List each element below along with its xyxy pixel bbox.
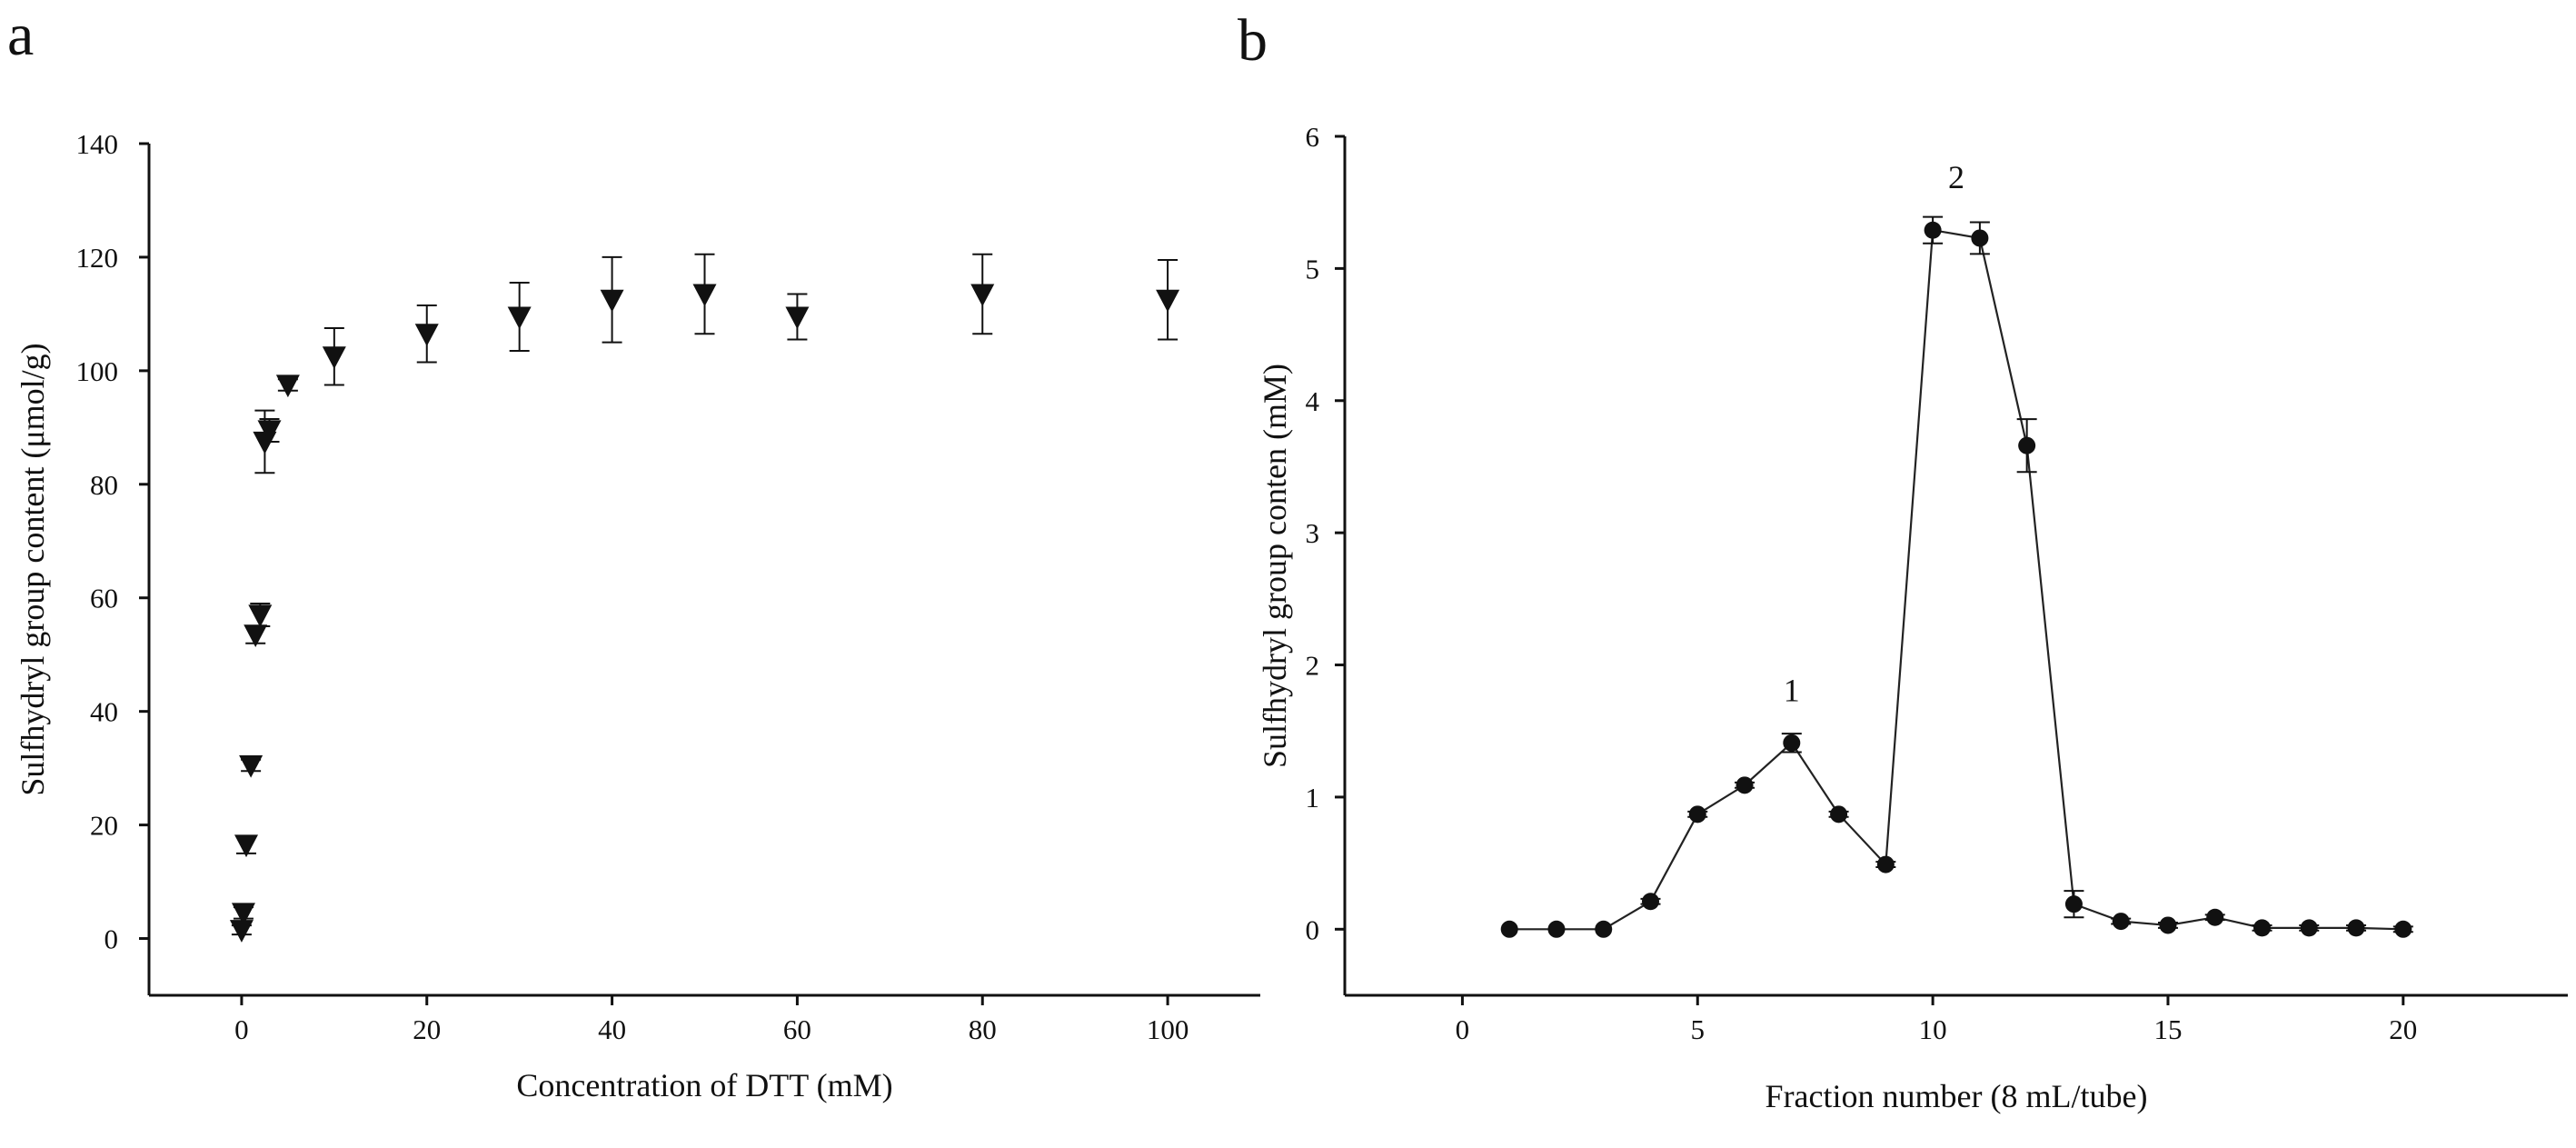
x-tick-label: 10 bbox=[1919, 1013, 1947, 1045]
y-axis-title: Sulfhydryl group conten (mM) bbox=[1257, 364, 1293, 768]
y-tick-label: 5 bbox=[1306, 253, 1320, 285]
y-tick-label: 1 bbox=[1306, 782, 1320, 814]
data-point bbox=[414, 324, 439, 346]
series-line bbox=[1509, 228, 2403, 931]
y-tick-label: 0 bbox=[104, 923, 119, 955]
data-point bbox=[1736, 776, 1754, 794]
y-axis-title: Sulfhydryl group content (μmol/g) bbox=[15, 343, 51, 795]
panel-a-letter: a bbox=[7, 2, 34, 68]
data-point bbox=[2064, 895, 2083, 913]
x-tick-label: 15 bbox=[2153, 1013, 2182, 1045]
data-point bbox=[507, 306, 532, 330]
peak-label-2: 2 bbox=[1948, 159, 1964, 195]
data-point bbox=[1830, 805, 1848, 824]
data-point bbox=[231, 903, 255, 926]
data-point bbox=[234, 834, 259, 858]
panel-b-letter: b bbox=[1238, 7, 1268, 74]
data-point bbox=[229, 920, 254, 943]
y-tick-label: 120 bbox=[76, 242, 119, 274]
data-point bbox=[2112, 913, 2130, 931]
data-point bbox=[692, 284, 717, 307]
x-axis-title: Fraction number (8 mL/tube) bbox=[1765, 1078, 2148, 1114]
data-point bbox=[2300, 919, 2318, 937]
data-point bbox=[1642, 893, 1659, 911]
data-point bbox=[2347, 919, 2365, 937]
data-point bbox=[2018, 436, 2036, 454]
x-tick-label: 40 bbox=[598, 1013, 626, 1045]
y-tick-label: 6 bbox=[1306, 121, 1320, 153]
data-point bbox=[970, 284, 995, 307]
data-point bbox=[1688, 805, 1706, 824]
peak-label-1: 1 bbox=[1784, 672, 1800, 708]
data-point bbox=[1547, 920, 1566, 938]
y-tick-label: 80 bbox=[90, 469, 118, 501]
data-point bbox=[2394, 920, 2412, 938]
x-tick-label: 100 bbox=[1147, 1013, 1189, 1045]
data-point bbox=[785, 306, 810, 330]
y-tick-label: 3 bbox=[1306, 517, 1320, 549]
data-point bbox=[1876, 855, 1895, 873]
data-point bbox=[1595, 920, 1613, 938]
x-tick-label: 5 bbox=[1691, 1013, 1706, 1045]
y-tick-label: 40 bbox=[90, 696, 118, 728]
data-point bbox=[1924, 221, 1942, 239]
data-point bbox=[244, 624, 268, 647]
x-tick-label: 0 bbox=[1456, 1013, 1470, 1045]
chart-panel-b: 0 5 10 15 20 0 1 2 3 4 5 6 Fraction number (8 mL/tub… bbox=[1257, 121, 2568, 1114]
data-point bbox=[2253, 919, 2271, 937]
data-point bbox=[2159, 916, 2177, 934]
data-point bbox=[1971, 229, 1989, 247]
data-point bbox=[600, 289, 624, 313]
data-point bbox=[239, 754, 264, 778]
x-tick-label: 0 bbox=[234, 1013, 249, 1045]
chart-panel-a: 0 20 40 60 80 100 0 20 40 60 80 100 120 140 Concentrat… bbox=[15, 128, 1260, 1103]
data-point bbox=[275, 374, 300, 398]
y-tick-label: 4 bbox=[1306, 385, 1320, 417]
y-tick-label: 2 bbox=[1306, 650, 1320, 682]
data-point bbox=[257, 420, 282, 444]
y-tick-label: 100 bbox=[76, 355, 119, 387]
data-point bbox=[1783, 734, 1801, 752]
data-point bbox=[322, 346, 346, 369]
x-tick-label: 20 bbox=[413, 1013, 441, 1045]
y-tick-label: 20 bbox=[90, 810, 118, 842]
x-tick-label: 60 bbox=[783, 1013, 811, 1045]
x-axis-title: Concentration of DTT (mM) bbox=[516, 1067, 892, 1103]
data-point bbox=[1156, 289, 1180, 313]
y-tick-label: 140 bbox=[76, 128, 119, 160]
y-tick-label: 60 bbox=[90, 583, 118, 614]
x-tick-label: 20 bbox=[2389, 1013, 2417, 1045]
data-point bbox=[248, 604, 273, 628]
data-point bbox=[2206, 908, 2224, 926]
x-tick-label: 80 bbox=[969, 1013, 997, 1045]
y-tick-label: 0 bbox=[1306, 913, 1320, 945]
data-point bbox=[1500, 920, 1518, 938]
